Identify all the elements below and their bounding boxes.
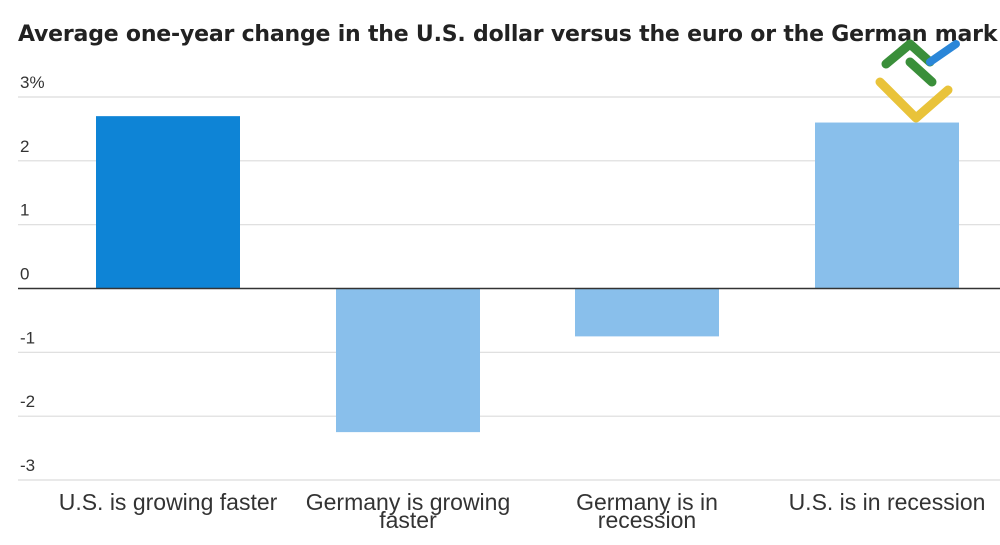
y-tick-label: -3: [20, 456, 35, 475]
y-tick-label: 1: [20, 201, 29, 220]
bar: [96, 116, 240, 289]
bar: [336, 288, 480, 433]
y-tick-label: 0: [20, 265, 29, 284]
logo-blue-stroke: [926, 40, 960, 66]
logo-green-diagonal: [905, 57, 937, 87]
category-labels: U.S. is growing faster Germany is growing…: [59, 489, 986, 533]
bar: [575, 288, 719, 337]
y-tick-label: 2: [20, 137, 29, 156]
category-label: recession: [598, 507, 696, 533]
bars: [96, 116, 959, 433]
chart-title: Average one-year change in the U.S. doll…: [18, 22, 998, 47]
y-tick-label: 3%: [20, 73, 45, 92]
category-label: U.S. is growing faster: [59, 489, 278, 515]
y-tick-label: -1: [20, 328, 35, 347]
category-label: Germany is growing: [306, 489, 511, 515]
logo-yellow-stroke: [875, 77, 953, 123]
logo-green-stroke: [881, 39, 935, 69]
y-tick-label: -2: [20, 392, 35, 411]
category-label: faster: [379, 507, 437, 533]
category-label: U.S. is in recession: [789, 489, 986, 515]
y-tick-labels: 3% 2 1 0 -1 -2 -3: [20, 73, 45, 475]
category-label: Germany is in: [576, 489, 718, 515]
bar: [815, 122, 959, 289]
brand-logo-icon: [875, 39, 960, 123]
